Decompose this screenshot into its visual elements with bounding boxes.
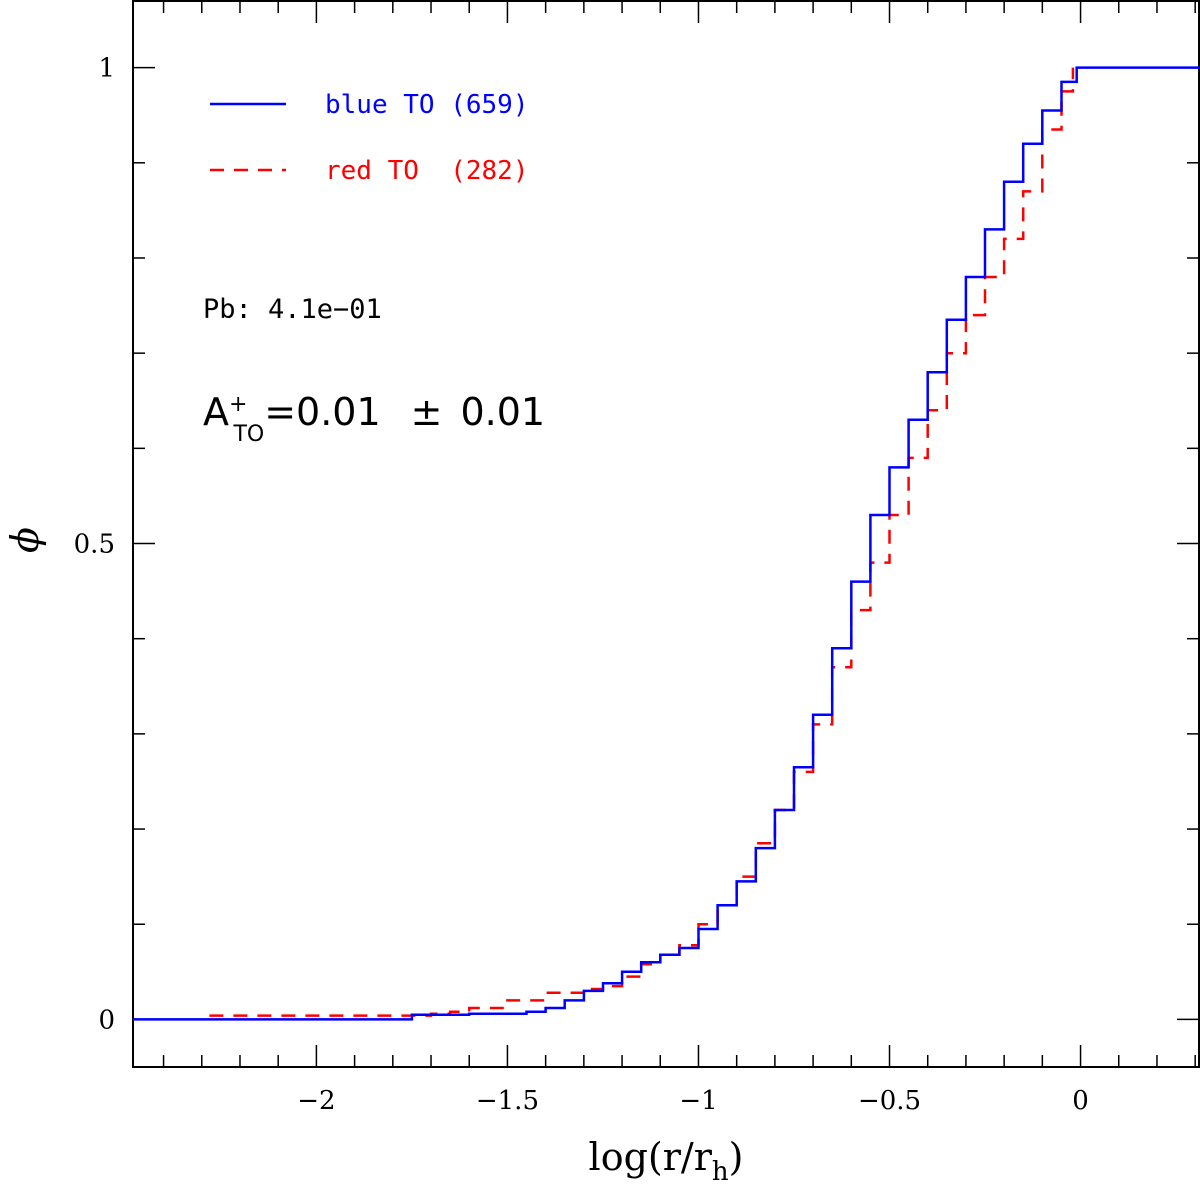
tick-labels: −2 −1.5 −1 −0.5 0 0 0.5 1: [74, 54, 1089, 1116]
pb-annotation: Pb: 4.1e−01: [203, 294, 382, 325]
asymmetry-error: 0.01: [461, 390, 546, 434]
tick-marks: [133, 1, 1199, 1067]
legend: blue TO (659) red TO (282): [210, 90, 529, 186]
x-tick-label: −1: [679, 1086, 717, 1116]
asymmetry-value: =0.01: [264, 390, 380, 434]
x-tick-label: 0: [1072, 1086, 1089, 1116]
series-lines: [133, 66, 1199, 1021]
y-tick-label: 1: [98, 54, 115, 84]
asymmetry-annotation: A+ TO=0.01 ±0.01: [203, 390, 545, 447]
series-line-red: [209, 67, 1075, 1017]
legend-entry-blue: blue TO (659): [325, 90, 529, 120]
series-line-blue: [133, 66, 1199, 1021]
x-tick-label: −1.5: [476, 1086, 539, 1116]
x-tick-label: −0.5: [858, 1086, 921, 1116]
x-axis-label: log(r/rh): [589, 1135, 744, 1184]
asymmetry-pm: ±: [411, 390, 443, 434]
y-tick-label: 0.5: [74, 530, 115, 560]
legend-entry-red: red TO (282): [325, 156, 529, 186]
y-axis-label: ϕ: [3, 527, 47, 553]
x-axis-label-sub: h: [712, 1157, 729, 1184]
x-axis-label-close: ): [729, 1135, 744, 1179]
asymmetry-sub: TO: [232, 422, 264, 447]
x-tick-label: −2: [297, 1086, 335, 1116]
y-tick-label: 0: [98, 1005, 115, 1035]
x-axis-label-main: log(r/r: [589, 1135, 713, 1179]
asymmetry-symbol: A: [203, 390, 229, 434]
asymmetry-sup: +: [229, 392, 247, 417]
plot-frame: [132, 0, 1200, 1068]
